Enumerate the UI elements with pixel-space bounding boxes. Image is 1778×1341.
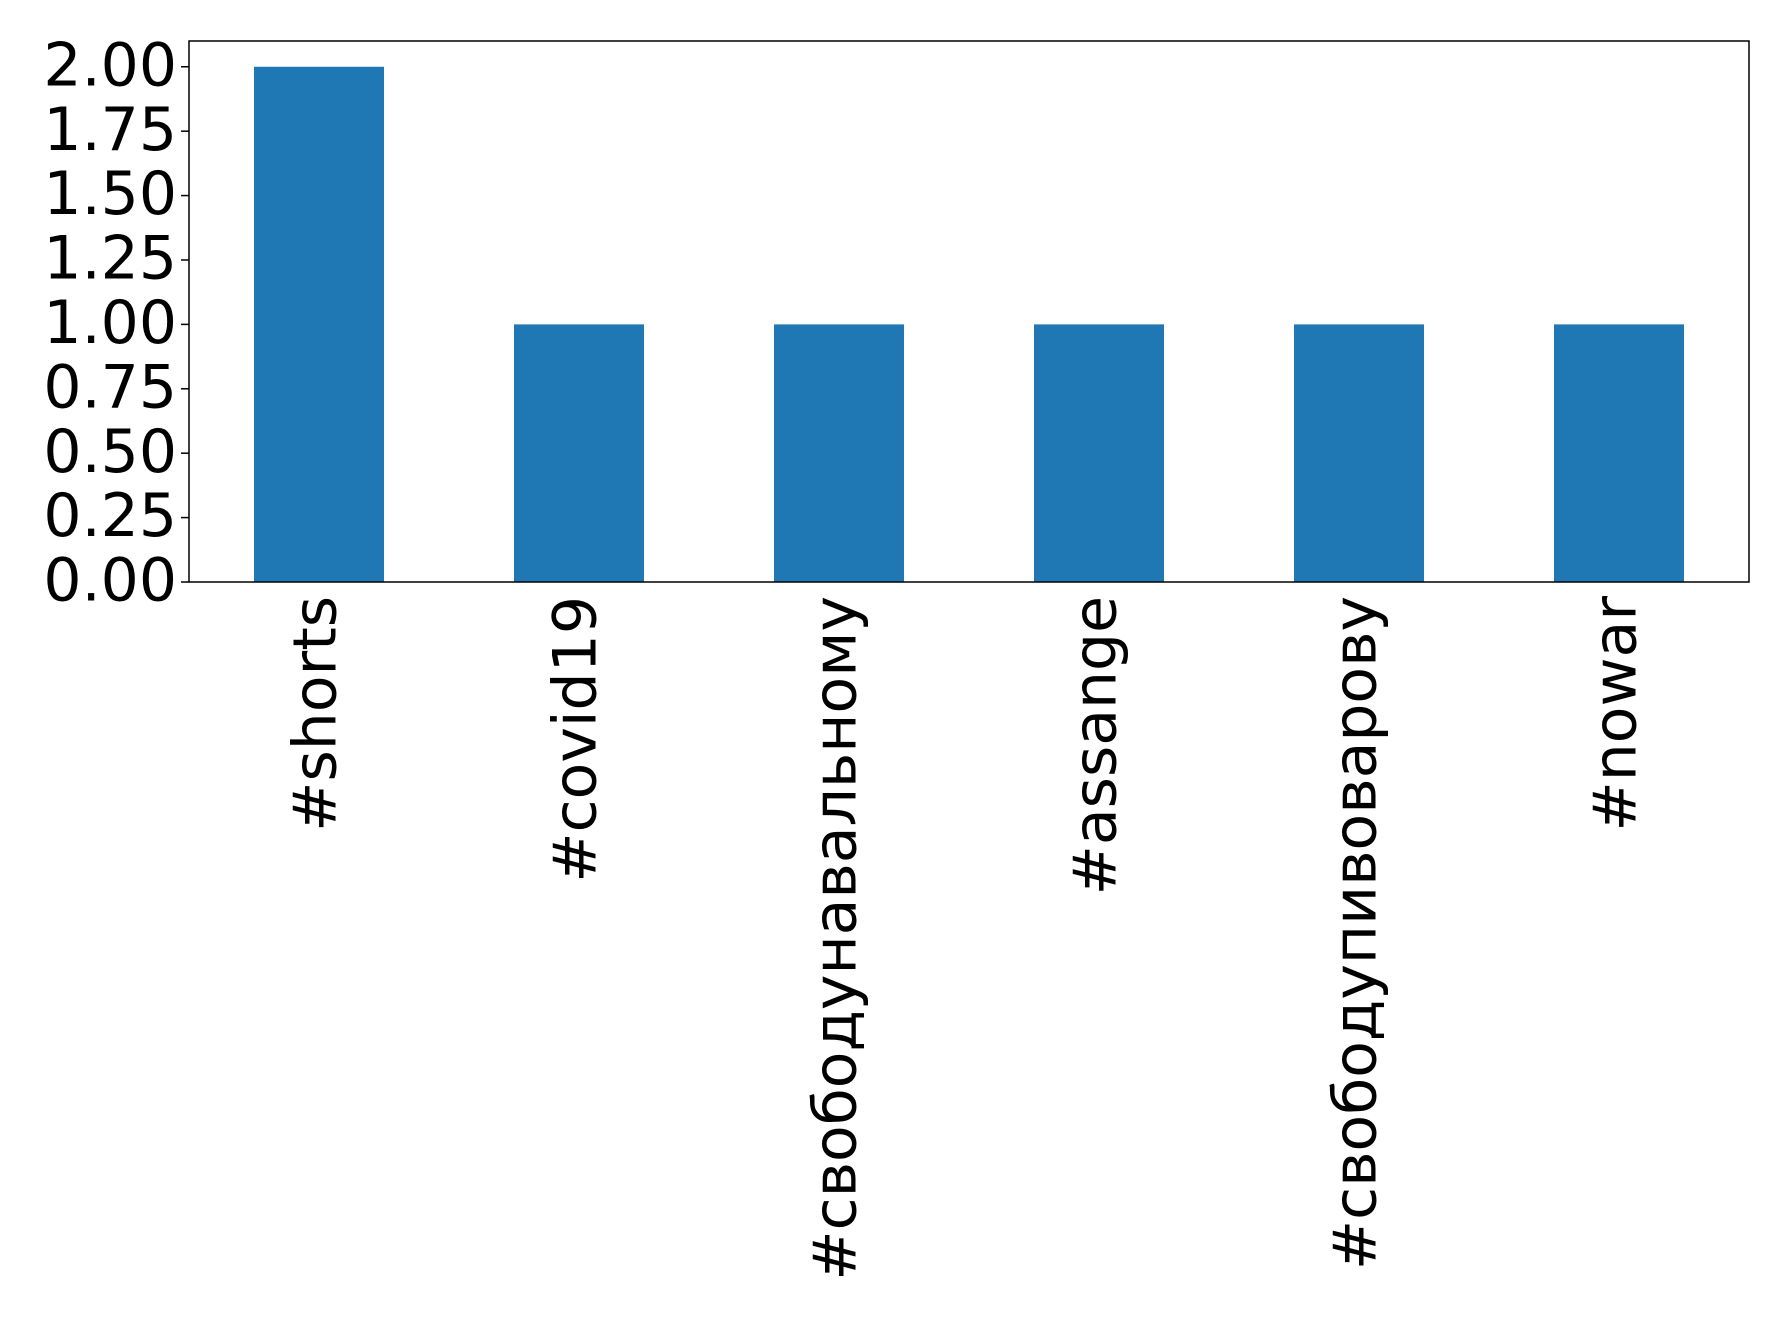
x-tick-label: #nowar bbox=[1581, 596, 1651, 832]
x-tick-label: #shorts bbox=[281, 596, 351, 832]
x-tick-label: #свободунавальному bbox=[801, 596, 871, 1281]
bar bbox=[1034, 324, 1164, 582]
y-tick-label: 1.50 bbox=[43, 159, 177, 229]
bar bbox=[1294, 324, 1424, 582]
x-tick-label: #covid19 bbox=[541, 596, 611, 883]
y-tick-label: 1.75 bbox=[43, 95, 177, 165]
y-tick-label: 0.25 bbox=[43, 481, 177, 551]
y-tick-label: 1.00 bbox=[43, 288, 177, 358]
y-tick-label: 0.00 bbox=[43, 546, 177, 616]
plot-frame bbox=[188, 40, 1750, 583]
y-tick-label: 0.75 bbox=[43, 352, 177, 422]
y-tick-label: 0.50 bbox=[43, 417, 177, 487]
bar bbox=[514, 324, 644, 582]
y-tick-label: 1.25 bbox=[43, 224, 177, 294]
bar bbox=[1554, 324, 1684, 582]
bar bbox=[254, 66, 384, 582]
x-tick-label: #свободупивоварову bbox=[1321, 596, 1391, 1270]
bar bbox=[774, 324, 904, 582]
x-tick-label: #assange bbox=[1061, 596, 1131, 895]
y-tick-label: 2.00 bbox=[43, 30, 177, 100]
